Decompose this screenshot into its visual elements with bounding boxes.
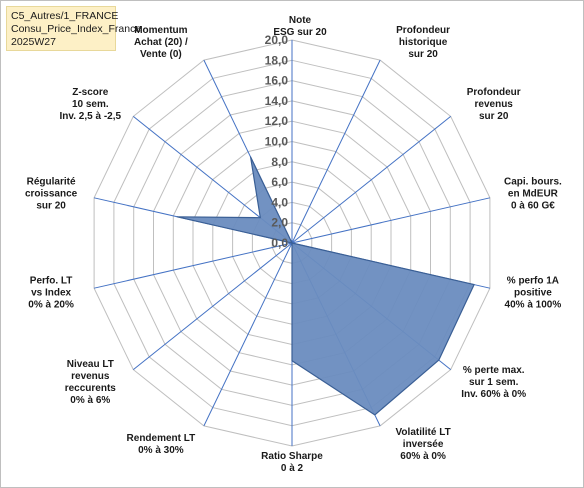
axis-label-line: Volatilité LT [396,427,451,438]
tick-label: 10,0 [265,135,289,149]
spoke-9 [132,242,293,370]
axis-label-5: % perte max.sur 1 sem.Inv. 60% à 0% [461,365,526,400]
title-line-3: 2025W27 [11,36,56,48]
axis-label-line: 0% à 30% [138,445,184,456]
axis-label-line: Perfo. LT [30,276,73,287]
axis-label-line: 0% à 20% [28,300,74,311]
radar-series [176,156,475,416]
tick-label: 2,0 [271,216,288,230]
tick-label: 14,0 [265,94,289,108]
axis-label-line: revenus [71,371,110,382]
title-line-2: Consu_Price_Index_France [11,23,142,35]
axis-label-line: % perte max. [463,365,525,376]
tick-label: 20,0 [265,33,289,47]
axis-label-line: Profondeur [467,87,521,98]
axis-label-line: reccurents [65,383,117,394]
axis-label-line: historique [399,37,448,48]
spoke-1 [291,59,381,244]
axis-label-line: 0 à 60 G€ [511,200,555,211]
axis-label-line: sur 20 [36,200,66,211]
axis-label-line: en MdEUR [508,188,559,199]
axis-label-line: Vente (0) [140,49,182,60]
axis-label-line: Niveau LT [67,359,114,370]
tick-label: 6,0 [271,175,288,189]
axis-label-line: Ratio Sharpe [261,451,323,462]
tick-label: 0,0 [271,236,288,250]
spoke-2 [291,116,452,244]
axis-label-line: sur 1 sem. [469,377,519,388]
axis-label-line: sur 20 [479,111,509,122]
axis-label-line: vs Index [31,288,71,299]
axis-label-line: Capi. bours. [504,176,562,187]
axis-label-8: Rendement LT0% à 30% [127,433,196,456]
tick-label: 12,0 [265,114,289,128]
axis-label-line: revenus [475,99,514,110]
axis-label-line: Note [289,15,312,26]
tick-label: 4,0 [271,195,288,209]
spoke-10 [93,242,293,289]
axis-label-line: positive [514,288,552,299]
series-area [176,156,475,416]
tick-label: 18,0 [265,53,289,67]
axis-label-line: Momentum [134,25,187,36]
axis-label-line: sur 20 [408,49,438,60]
axis-label-line: croissance [25,188,78,199]
axis-label-line: Inv. 60% à 0% [461,389,526,400]
axis-label-line: Rendement LT [127,433,196,444]
radar-tick-labels: 0,0 2,0 4,0 6,0 8,0 10,0 12,0 14,0 16,0 18,0 20,0 [265,33,289,250]
axis-label-line: 40% à 100% [505,300,562,311]
axis-label-line: inversée [403,439,444,450]
tick-label: 16,0 [265,74,289,88]
axis-label-line: 60% à 0% [400,451,446,462]
spoke-3 [291,197,491,244]
axis-label-line: % perfo 1A [507,276,559,287]
title-line-1: C5_Autres/1_FRANCE [11,10,119,22]
axis-label-line: 0% à 6% [70,395,110,406]
axis-label-line: 0 à 2 [281,463,304,474]
spoke-8 [203,242,293,427]
axis-label-line: ESG sur 20 [273,27,327,38]
axis-label-line: Achat (20) / [134,37,188,48]
chart-title-box: C5_Autres/1_FRANCE Consu_Price_Index_Fra… [6,6,142,51]
axis-label-line: Régularité [27,176,76,187]
axis-label-line: Profondeur [396,25,450,36]
tick-label: 8,0 [271,155,288,169]
axis-label-line: Z-score [72,87,109,98]
axis-label-line: Inv. 2,5 à -2,5 [60,111,122,122]
axis-label-line: 10 sem. [72,99,109,110]
